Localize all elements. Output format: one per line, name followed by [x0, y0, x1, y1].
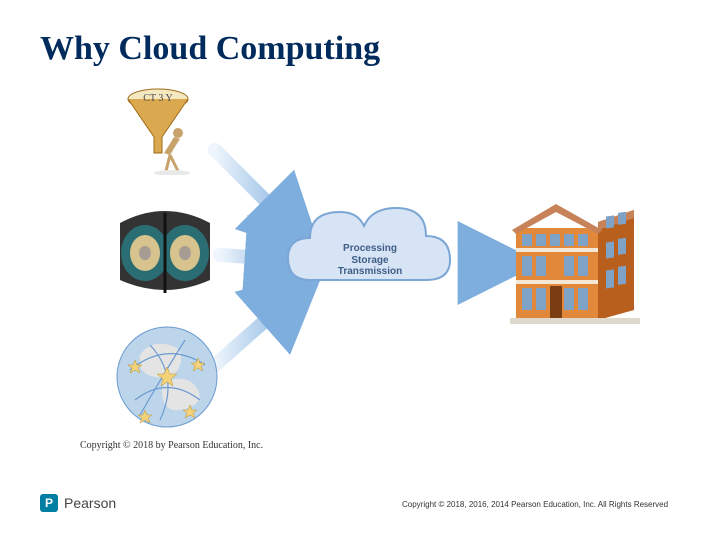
- cloud-label-3: Transmission: [315, 266, 425, 278]
- cloud-labels: Processing Storage Transmission: [315, 243, 425, 278]
- footer-copyright: Copyright © 2018, 2016, 2014 Pearson Edu…: [402, 500, 668, 509]
- building-icon: [510, 190, 640, 330]
- arrow-globe-to-cloud: [215, 290, 300, 365]
- funnel-icon: CT 3 Y: [120, 85, 210, 175]
- slide: Why Cloud Computing: [0, 0, 720, 540]
- diagram-area: Processing Storage Transmission CT 3 Y: [80, 85, 640, 445]
- arrow-funnel-to-cloud: [215, 150, 300, 235]
- page-title: Why Cloud Computing: [40, 30, 380, 68]
- disks-icon: [110, 205, 220, 300]
- brand-name: Pearson: [64, 495, 116, 511]
- image-copyright: Copyright © 2018 by Pearson Education, I…: [80, 440, 263, 451]
- pearson-logo-icon: P: [40, 494, 58, 512]
- brand-block: P Pearson: [40, 494, 116, 512]
- cloud-label-1: Processing: [315, 243, 425, 255]
- arrow-disks-to-cloud: [220, 255, 295, 260]
- funnel-letters: CT 3 Y: [143, 93, 172, 104]
- cloud-label-2: Storage: [315, 255, 425, 267]
- globe-icon: [110, 320, 225, 435]
